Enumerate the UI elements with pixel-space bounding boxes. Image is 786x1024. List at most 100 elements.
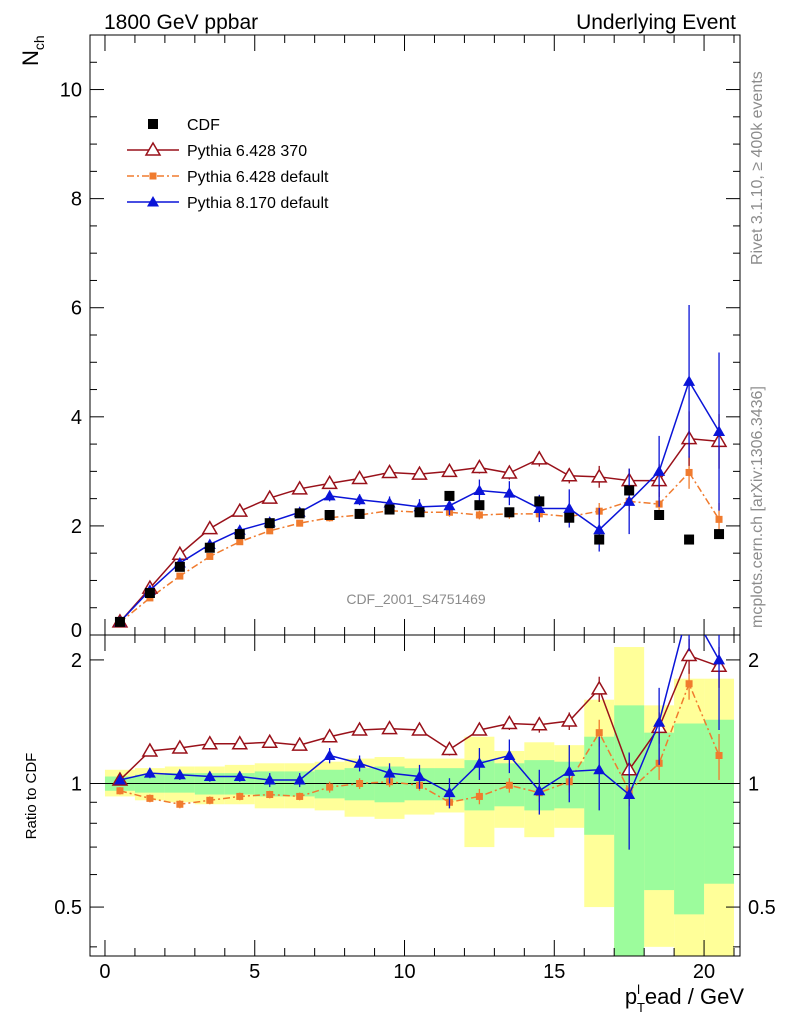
- series-p8_default: [113, 305, 726, 627]
- point-p6_370: [261, 489, 279, 504]
- upper-y-axis-label: Nch: [18, 35, 47, 66]
- x-tick-label: 20: [693, 961, 715, 983]
- series-data: [114, 485, 725, 627]
- legend-item-p8_default: Pythia 8.170 default: [127, 195, 329, 212]
- x-axis-label-rest: ead / GeV: [645, 984, 744, 1009]
- point-p8_default: [533, 502, 546, 513]
- upper-y-tick-label: 8: [71, 189, 82, 211]
- point-data: [654, 510, 665, 520]
- lower-series-group: [111, 600, 728, 850]
- ratio-point-p6_370: [590, 680, 608, 695]
- point-p8_default: [503, 487, 516, 498]
- point-p8_default: [653, 465, 666, 476]
- point-p6_default: [176, 572, 184, 580]
- point-p6_370: [231, 502, 249, 517]
- upper-series-group: [111, 305, 728, 628]
- mcplots-reference-label: mcplots.cern.ch [arXiv:1306.3436]: [749, 386, 766, 628]
- lower-y-tick-label: 1: [71, 773, 82, 795]
- ratio-point-p8_default: [533, 784, 546, 796]
- point-p8_default: [563, 502, 576, 513]
- legend-label-p6_370: Pythia 6.428 370: [187, 143, 307, 160]
- upper-y-tick-label: 4: [71, 407, 82, 429]
- point-data: [294, 508, 305, 519]
- series-line-p6_default: [119, 471, 720, 624]
- ratio-point-p6_370: [351, 721, 368, 736]
- point-p6_default: [236, 538, 244, 546]
- ratio-point-p8_default: [653, 716, 666, 727]
- ratio-point-p6_370: [441, 741, 458, 756]
- point-p6_370: [321, 474, 338, 490]
- x-axis-label-subscript: T: [637, 1000, 645, 1015]
- point-data: [684, 534, 695, 545]
- ratio-point-p6_default: [356, 779, 364, 787]
- point-p8_default: [623, 495, 636, 506]
- ratio-point-p8_default: [683, 600, 695, 611]
- point-p6_default: [296, 519, 304, 527]
- legend-marker-p6_370: [144, 141, 162, 156]
- ratio-point-p6_370: [531, 716, 548, 731]
- point-p6_370: [560, 467, 578, 482]
- ratio-point-p6_default: [146, 794, 154, 802]
- x-axis-label-superscript: l: [637, 982, 640, 997]
- ratio-point-p8_default: [443, 786, 456, 798]
- ratio-point-p6_370: [261, 733, 279, 749]
- legend-marker-data: [148, 119, 158, 129]
- ratio-point-p8_default: [623, 788, 636, 800]
- uncertainty-band-green-2: [164, 773, 195, 793]
- ratio-panel: 0 5 10 15 20 0.5 0.5 1 1 2 2: [54, 600, 776, 983]
- ratio-point-p8_default: [203, 770, 216, 782]
- ratio-point-p6_370: [201, 735, 219, 750]
- point-data: [534, 496, 545, 507]
- ratio-point-p6_370: [680, 647, 698, 662]
- ratio-point-p8_default: [383, 767, 396, 778]
- ratio-point-p6_370: [141, 742, 159, 757]
- point-data: [624, 485, 635, 496]
- legend-label-p8_default: Pythia 8.170 default: [187, 195, 329, 212]
- ratio-point-p8_default: [713, 653, 726, 665]
- ratio-point-p6_default: [715, 752, 723, 760]
- point-p8_default: [443, 499, 456, 511]
- point-p8_default: [593, 523, 606, 535]
- point-data: [234, 529, 245, 540]
- lower-y-tick-label-right: 0.5: [748, 897, 776, 919]
- ratio-point-p6_default: [326, 783, 334, 791]
- ratio-point-p6_370: [321, 728, 338, 743]
- upper-y-axis-label-subscript: ch: [31, 35, 47, 50]
- ratio-point-p8_default: [263, 773, 276, 785]
- ratio-point-p6_370: [291, 736, 308, 751]
- x-tick-label: 5: [249, 961, 260, 983]
- point-p8_default: [353, 493, 366, 505]
- point-data: [204, 542, 215, 553]
- point-data: [504, 507, 515, 518]
- point-data: [114, 616, 125, 627]
- point-data: [144, 588, 155, 598]
- ratio-point-p8_default: [353, 757, 366, 768]
- ratio-point-p8_default: [413, 770, 426, 782]
- ratio-point-p6_default: [206, 796, 214, 804]
- point-p6_370: [291, 480, 308, 495]
- header-right: Underlying Event: [576, 11, 736, 34]
- point-p6_default: [685, 468, 693, 476]
- point-data: [264, 518, 275, 529]
- ratio-point-p8_default: [113, 773, 126, 785]
- point-p6_default: [266, 527, 274, 535]
- legend-marker-p8_default: [147, 196, 159, 207]
- ratio-point-p6_370: [560, 712, 578, 727]
- ratio-point-p8_default: [563, 765, 576, 776]
- point-p6_370: [411, 465, 428, 480]
- point-data: [714, 529, 725, 540]
- x-tick-label: 15: [543, 961, 565, 983]
- point-p8_default: [713, 425, 726, 437]
- analysis-watermark: CDF_2001_S4751469: [346, 591, 486, 607]
- point-data: [354, 508, 365, 519]
- legend-item-p6_default: Pythia 6.428 default: [127, 169, 329, 186]
- ratio-point-p6_default: [685, 680, 693, 688]
- point-p6_370: [351, 469, 368, 485]
- ratio-point-p6_default: [116, 787, 124, 795]
- ratio-point-p6_370: [471, 721, 488, 736]
- ratio-point-p6_370: [501, 715, 518, 730]
- upper-y-tick-label: 6: [71, 298, 82, 320]
- point-p6_370: [441, 462, 458, 478]
- upper-panel: 2 4 6 8 10 0: [60, 34, 741, 642]
- legend-label-data: CDF: [187, 117, 220, 134]
